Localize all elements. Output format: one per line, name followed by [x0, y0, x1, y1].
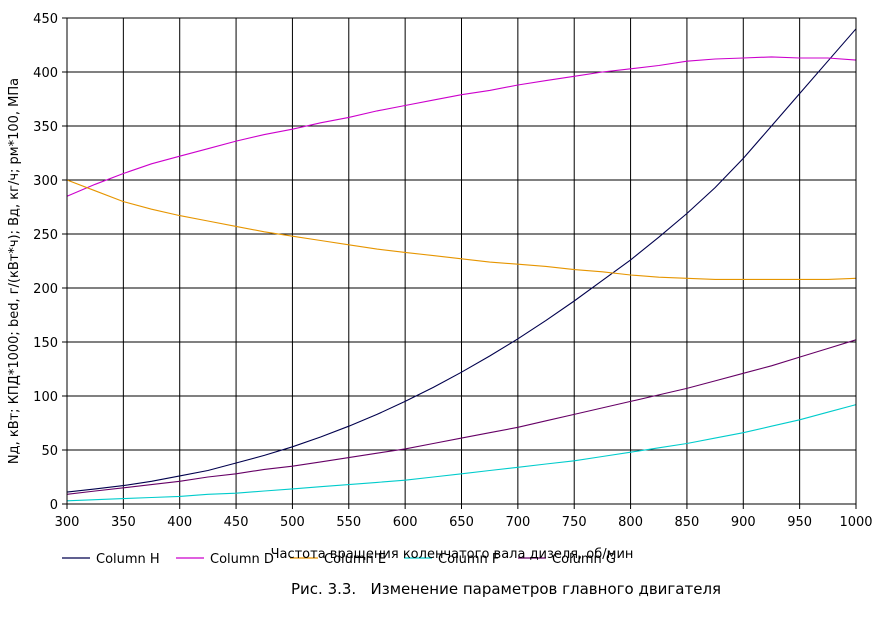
legend-label: Column F: [438, 552, 499, 567]
legend-label: Column D: [210, 552, 274, 567]
x-axis-ticks: 300 350 400 450 500 550 600 650 700 750 800 850 900 9…: [55, 504, 873, 530]
series-line-column-d: [66, 56, 857, 197]
y-axis-label: Nд, кВт; КПД*1000; bеd, г/(кВт*ч); Вд, к…: [7, 78, 22, 464]
x-tick-label: 400: [167, 515, 192, 530]
series-line-column-e: [66, 179, 857, 280]
x-tick-label: 500: [280, 515, 305, 530]
y-tick-label: 450: [33, 12, 58, 27]
x-tick-label: 450: [224, 515, 249, 530]
y-tick-label: 300: [33, 174, 58, 189]
legend-label: Column H: [96, 552, 160, 567]
x-tick-label: 750: [562, 515, 587, 530]
x-tick-label: 600: [393, 515, 418, 530]
x-tick-label: 650: [449, 515, 474, 530]
x-tick-label: 700: [505, 515, 530, 530]
x-tick-label: 350: [111, 515, 136, 530]
y-tick-label: 350: [33, 120, 58, 135]
series-line-column-g: [66, 339, 857, 495]
x-tick-label: 800: [618, 515, 643, 530]
y-tick-label: 150: [33, 336, 58, 351]
series-lines: [66, 28, 857, 502]
x-tick-label: 300: [55, 515, 80, 530]
y-tick-label: 100: [33, 390, 58, 405]
y-tick-label: 400: [33, 66, 58, 81]
y-tick-label: 0: [50, 498, 58, 513]
x-tick-label: 900: [731, 515, 756, 530]
legend-label: Column E: [324, 552, 386, 567]
x-axis-label: Частота вращения коленчатого вала дизеля…: [271, 547, 634, 562]
y-tick-label: 200: [33, 282, 58, 297]
x-tick-label: 850: [675, 515, 700, 530]
grid: [66, 17, 857, 505]
legend: Column H Column D Column E Column F Column G: [62, 552, 616, 567]
y-tick-label: 50: [41, 444, 58, 459]
series-line-column-h: [66, 28, 857, 493]
series-line-column-f: [66, 404, 857, 502]
y-axis-ticks: 0 50 100 150 200 250 300 350 400 450: [33, 12, 67, 513]
x-tick-label: 950: [787, 515, 812, 530]
y-tick-label: 250: [33, 228, 58, 243]
x-tick-label: 550: [336, 515, 361, 530]
figure-caption: Рис. 3.3. Изменение параметров главного …: [291, 580, 721, 598]
legend-label: Column G: [552, 552, 616, 567]
x-tick-label: 1000: [839, 515, 872, 530]
